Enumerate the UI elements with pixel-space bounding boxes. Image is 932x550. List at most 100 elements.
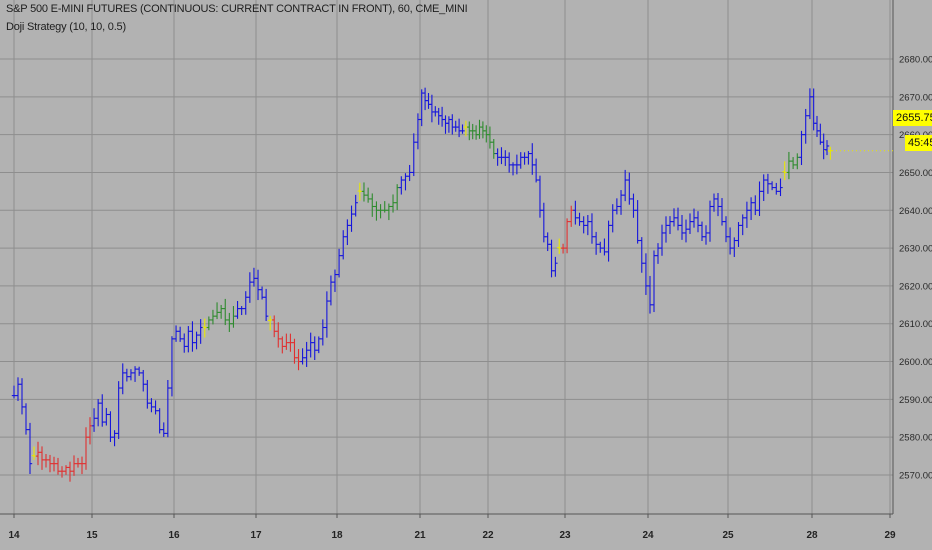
ohlc-bar <box>495 148 500 166</box>
ohlc-bar <box>549 239 554 278</box>
ohlc-bar <box>514 154 520 175</box>
ohlc-bar <box>606 220 611 262</box>
ohlc-bar <box>557 238 562 254</box>
ohlc-bar <box>39 446 45 470</box>
ohlc-bar <box>300 348 305 365</box>
ohlc-bar <box>251 267 257 287</box>
ohlc-bar <box>491 138 496 159</box>
ohlc-bar <box>214 302 220 320</box>
ohlc-bar <box>659 224 665 256</box>
ohlc-bar <box>239 306 244 316</box>
ohlc-bar <box>255 269 261 301</box>
ohlc-bar <box>280 336 285 354</box>
ohlc-bar <box>443 115 448 134</box>
ohlc-bar <box>263 288 269 321</box>
ohlc-bar <box>707 200 713 242</box>
ohlc-bar <box>116 381 121 440</box>
ohlc-bar <box>610 204 615 233</box>
ohlc-bar <box>577 212 582 226</box>
ohlc-bar <box>55 457 61 475</box>
ohlc-bar <box>182 333 187 353</box>
x-tick-label: 24 <box>642 530 654 541</box>
ohlc-bar <box>740 214 745 236</box>
ohlc-bar <box>43 453 49 468</box>
ohlc-bar <box>807 88 813 120</box>
ohlc-bar <box>328 275 334 306</box>
ohlc-bar <box>108 411 113 442</box>
ohlc-bar <box>210 309 216 325</box>
ohlc-bar <box>324 291 330 338</box>
ohlc-bar <box>23 403 29 435</box>
ohlc-bar <box>691 208 697 228</box>
ohlc-bar <box>651 250 657 313</box>
ohlc-bar <box>75 457 81 468</box>
ohlc-bar <box>320 319 326 346</box>
ohlc-bar <box>365 187 371 203</box>
x-tick-label: 14 <box>8 530 20 541</box>
ohlc-bar <box>100 394 105 427</box>
y-tick-label: 2620.00 <box>899 281 932 292</box>
ohlc-bar <box>581 216 586 234</box>
ohlc-bar <box>786 151 792 180</box>
ohlc-bar <box>506 152 512 173</box>
ohlc-bar <box>503 150 508 166</box>
ohlc-bar <box>345 219 350 246</box>
ohlc-bar <box>439 106 445 127</box>
chart-title: S&P 500 E-MINI FUTURES (CONTINUOUS: CURR… <box>6 3 468 15</box>
ohlc-bar <box>361 182 367 202</box>
ohlc-bar <box>27 422 33 475</box>
ohlc-bar <box>522 152 527 165</box>
x-tick-label: 29 <box>884 530 896 541</box>
ohlc-bar <box>671 208 677 227</box>
ohlc-bar <box>433 106 438 117</box>
indicator-label: Doji Strategy (10, 10, 0.5) <box>6 21 126 33</box>
ohlc-bar <box>814 115 820 137</box>
ohlc-bar <box>663 216 669 243</box>
ohlc-bar <box>112 430 117 447</box>
ohlc-bar <box>732 237 737 257</box>
ohlc-bar <box>518 152 523 169</box>
ohlc-bar <box>564 218 570 254</box>
ohlc-bar <box>703 225 709 245</box>
ohlc-bar <box>585 215 591 236</box>
ohlc-bar <box>272 315 277 338</box>
ohlc-bar <box>120 363 125 395</box>
x-tick-label: 16 <box>168 530 180 541</box>
ohlc-bar <box>627 172 632 205</box>
ohlc-bar <box>667 216 673 235</box>
ohlc-bar <box>91 408 97 432</box>
ohlc-bar <box>157 408 162 434</box>
ohlc-bar <box>71 455 77 476</box>
ohlc-bar <box>407 164 412 182</box>
ohlc-bar <box>598 241 603 253</box>
ohlc-bar <box>378 204 383 219</box>
ohlc-bar <box>757 181 762 216</box>
ohlc-bar <box>499 147 504 165</box>
ohlc-bar <box>145 379 150 409</box>
ohlc-bar <box>687 213 693 234</box>
ohlc-bar <box>473 125 479 140</box>
ohlc-bar <box>284 333 289 350</box>
ohlc-bar <box>31 446 37 460</box>
ohlc-bar <box>231 306 236 328</box>
ohlc-bar <box>169 336 175 397</box>
ohlc-bar <box>460 124 465 134</box>
ohlc-bar <box>769 181 775 191</box>
ohlc-bar <box>426 93 431 109</box>
ohlc-bar <box>308 332 313 358</box>
ohlc-bar <box>537 175 543 218</box>
ohlc-bar <box>593 231 599 255</box>
ohlc-bar <box>782 161 787 181</box>
ohlc-bar <box>541 202 547 243</box>
ohlc-bar <box>374 201 379 221</box>
grid-layer <box>0 0 893 514</box>
ohlc-bar <box>436 107 441 125</box>
ohlc-bar <box>15 377 21 401</box>
ohlc-bar <box>296 349 301 371</box>
ohlc-bar <box>79 456 85 475</box>
ohlc-bar <box>727 227 733 255</box>
ohlc-bar <box>349 205 354 232</box>
